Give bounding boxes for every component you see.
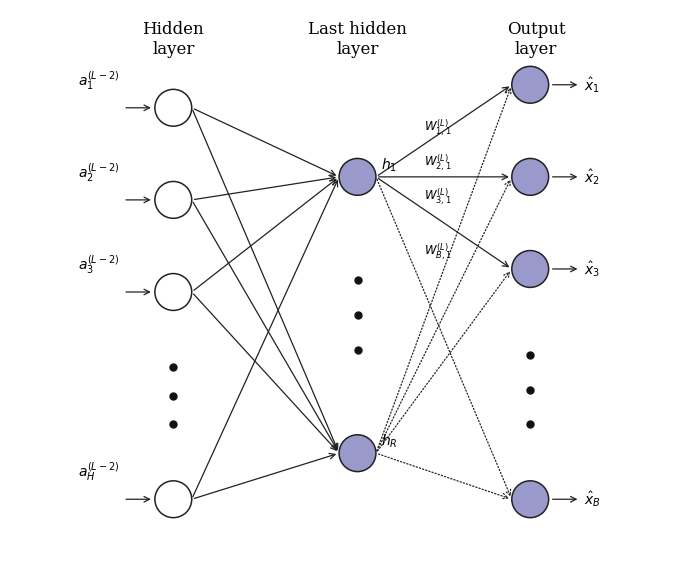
Circle shape [155,182,192,218]
Text: $\hat{x}_B$: $\hat{x}_B$ [584,489,601,509]
Circle shape [155,89,192,126]
Text: $h_1$: $h_1$ [381,157,397,174]
Text: Last hidden
layer: Last hidden layer [308,22,407,58]
Circle shape [339,434,376,472]
Text: $a_1^{(L-2)}$: $a_1^{(L-2)}$ [78,69,119,92]
Circle shape [512,158,549,195]
Circle shape [339,158,376,195]
Circle shape [155,481,192,517]
Text: $\hat{x}_3$: $\hat{x}_3$ [584,259,601,279]
Text: $\hat{x}_2$: $\hat{x}_2$ [584,167,600,187]
Text: $W_{1,1}^{(L)}$: $W_{1,1}^{(L)}$ [424,117,451,138]
Circle shape [155,273,192,311]
Text: Hidden
layer: Hidden layer [143,22,204,58]
Text: $a_2^{(L-2)}$: $a_2^{(L-2)}$ [78,161,119,184]
Text: $W_{3,1}^{(L)}$: $W_{3,1}^{(L)}$ [424,187,451,207]
Text: $W_{2,1}^{(L)}$: $W_{2,1}^{(L)}$ [424,152,451,173]
Circle shape [512,251,549,287]
Text: $a_H^{(L-2)}$: $a_H^{(L-2)}$ [78,461,119,483]
Text: $h_R$: $h_R$ [381,433,397,450]
Circle shape [512,481,549,517]
Text: Output
layer: Output layer [507,22,565,58]
Text: $\hat{x}_1$: $\hat{x}_1$ [584,75,600,95]
Circle shape [512,67,549,103]
Text: $a_3^{(L-2)}$: $a_3^{(L-2)}$ [78,253,119,276]
Text: $W_{B,1}^{(L)}$: $W_{B,1}^{(L)}$ [424,241,452,262]
